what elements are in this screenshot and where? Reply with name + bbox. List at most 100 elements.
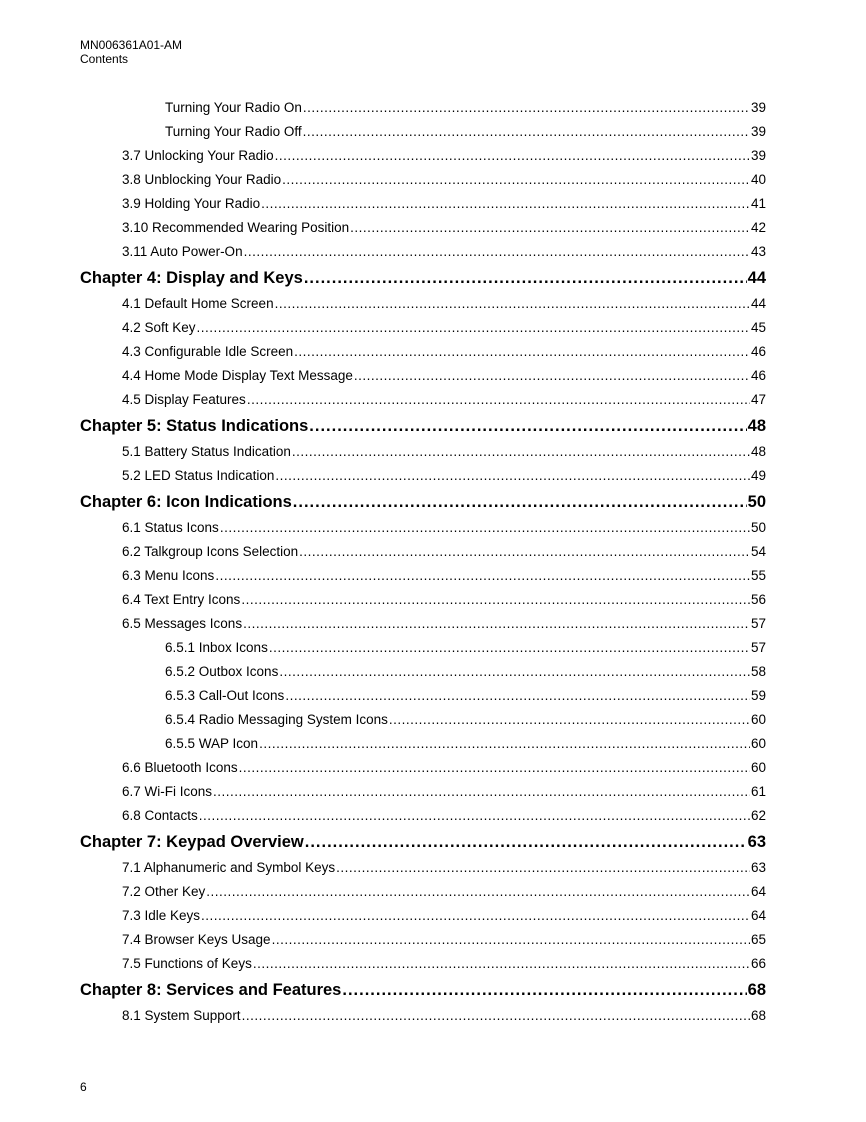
toc-entry-title: 4.3 Configurable Idle Screen [122,344,294,359]
dot-leader [350,216,750,240]
toc-entry[interactable]: 5.1 Battery Status Indication 48 [80,440,766,464]
toc-entry-title: 7.4 Browser Keys Usage [122,932,271,947]
toc-entry[interactable]: 3.7 Unlocking Your Radio 39 [80,144,766,168]
dot-leader [309,412,746,440]
dot-leader [303,120,750,144]
toc-entry[interactable]: 6.5.2 Outbox Icons 58 [80,660,766,684]
toc-entry[interactable]: 6.6 Bluetooth Icons 60 [80,756,766,780]
toc-chapter-entry[interactable]: Chapter 8: Services and Features 68 [80,976,766,1004]
dot-leader [201,904,750,928]
toc-entry-title: 6.6 Bluetooth Icons [122,760,238,775]
toc-entry-title: 7.3 Idle Keys [122,908,201,923]
toc-entry-title: 3.11 Auto Power-On [122,244,243,259]
dot-leader [247,388,750,412]
toc-entry[interactable]: 7.5 Functions of Keys 66 [80,952,766,976]
toc-entry[interactable]: 6.5.4 Radio Messaging System Icons 60 [80,708,766,732]
table-of-contents: Turning Your Radio On39Turning Your Radi… [80,96,766,1028]
toc-entry-title: 3.8 Unblocking Your Radio [122,172,282,187]
toc-entry-title: 6.3 Menu Icons [122,568,215,583]
toc-entry-page: 46 [750,368,766,383]
toc-entry[interactable]: 3.8 Unblocking Your Radio 40 [80,168,766,192]
toc-entry[interactable]: 6.5.5 WAP Icon 60 [80,732,766,756]
section-name: Contents [80,52,129,66]
toc-entry-page: 64 [750,908,766,923]
toc-entry-page: 50 [747,493,766,511]
toc-entry-title: 7.5 Functions of Keys [122,956,252,971]
toc-entry-page: 44 [750,296,766,311]
toc-entry[interactable]: 6.7 Wi-Fi Icons 61 [80,780,766,804]
toc-entry-page: 39 [750,124,766,139]
toc-entry-title: 6.1 Status Icons [122,520,219,535]
toc-chapter-entry[interactable]: Chapter 7: Keypad Overview 63 [80,828,766,856]
dot-leader [389,708,750,732]
toc-entry[interactable]: 4.4 Home Mode Display Text Message 46 [80,364,766,388]
toc-entry-title: Chapter 5: Status Indications [80,417,309,435]
toc-chapter-entry[interactable]: Chapter 6: Icon Indications 50 [80,488,766,516]
toc-entry[interactable]: 7.2 Other Key 64 [80,880,766,904]
dot-leader [272,928,750,952]
toc-entry-title: 6.5.4 Radio Messaging System Icons [165,712,388,727]
dot-leader [261,192,750,216]
toc-entry[interactable]: Turning Your Radio Off 39 [80,120,766,144]
toc-entry-title: 7.1 Alphanumeric and Symbol Keys [122,860,336,875]
toc-entry-page: 59 [750,688,766,703]
toc-entry-page: 64 [750,884,766,899]
toc-entry[interactable]: 6.5.3 Call-Out Icons 59 [80,684,766,708]
dot-leader [285,684,750,708]
dot-leader [304,264,747,292]
toc-entry-title: 6.2 Talkgroup Icons Selection [122,544,299,559]
toc-entry-page: 47 [750,392,766,407]
toc-entry[interactable]: 7.3 Idle Keys 64 [80,904,766,928]
document-id: MN006361A01-AM [80,38,183,52]
toc-entry-title: 3.7 Unlocking Your Radio [122,148,274,163]
dot-leader [354,364,750,388]
dot-leader [213,780,750,804]
toc-entry-page: 56 [750,592,766,607]
toc-entry-title: Chapter 8: Services and Features [80,981,342,999]
toc-entry[interactable]: 6.8 Contacts 62 [80,804,766,828]
toc-entry[interactable]: 3.10 Recommended Wearing Position 42 [80,216,766,240]
toc-entry[interactable]: 3.9 Holding Your Radio 41 [80,192,766,216]
toc-entry-page: 48 [747,417,766,435]
dot-leader [215,564,750,588]
toc-entry[interactable]: Turning Your Radio On 39 [80,96,766,120]
toc-entry[interactable]: 4.1 Default Home Screen 44 [80,292,766,316]
toc-entry-page: 44 [747,269,766,287]
toc-entry[interactable]: 3.11 Auto Power-On 43 [80,240,766,264]
dot-leader [220,516,750,540]
toc-entry-title: 4.4 Home Mode Display Text Message [122,368,353,383]
toc-entry[interactable]: 6.4 Text Entry Icons 56 [80,588,766,612]
toc-entry-title: Chapter 7: Keypad Overview [80,833,304,851]
toc-chapter-entry[interactable]: Chapter 4: Display and Keys 44 [80,264,766,292]
dot-leader [293,488,747,516]
toc-entry[interactable]: 5.2 LED Status Indication 49 [80,464,766,488]
toc-entry-title: Turning Your Radio On [165,100,302,115]
toc-entry-title: 4.2 Soft Key [122,320,196,335]
toc-entry[interactable]: 4.2 Soft Key 45 [80,316,766,340]
toc-entry-page: 46 [750,344,766,359]
toc-entry-page: 57 [750,640,766,655]
dot-leader [342,976,746,1004]
toc-entry-title: 6.8 Contacts [122,808,198,823]
toc-entry-title: Chapter 4: Display and Keys [80,269,303,287]
toc-entry[interactable]: 6.1 Status Icons 50 [80,516,766,540]
toc-chapter-entry[interactable]: Chapter 5: Status Indications 48 [80,412,766,440]
toc-entry[interactable]: 6.5.1 Inbox Icons 57 [80,636,766,660]
toc-entry-page: 66 [750,956,766,971]
toc-entry-page: 62 [750,808,766,823]
toc-entry[interactable]: 6.5 Messages Icons 57 [80,612,766,636]
toc-entry[interactable]: 4.3 Configurable Idle Screen 46 [80,340,766,364]
toc-entry-page: 65 [750,932,766,947]
toc-entry[interactable]: 4.5 Display Features 47 [80,388,766,412]
toc-entry[interactable]: 7.1 Alphanumeric and Symbol Keys 63 [80,856,766,880]
toc-entry-page: 54 [750,544,766,559]
toc-entry[interactable]: 6.2 Talkgroup Icons Selection 54 [80,540,766,564]
dot-leader [292,440,750,464]
toc-entry[interactable]: 6.3 Menu Icons 55 [80,564,766,588]
toc-entry-page: 48 [750,444,766,459]
toc-entry[interactable]: 7.4 Browser Keys Usage 65 [80,928,766,952]
dot-leader [303,96,750,120]
toc-entry[interactable]: 8.1 System Support 68 [80,1004,766,1028]
toc-entry-title: 8.1 System Support [122,1008,241,1023]
toc-entry-title: 6.5.3 Call-Out Icons [165,688,285,703]
